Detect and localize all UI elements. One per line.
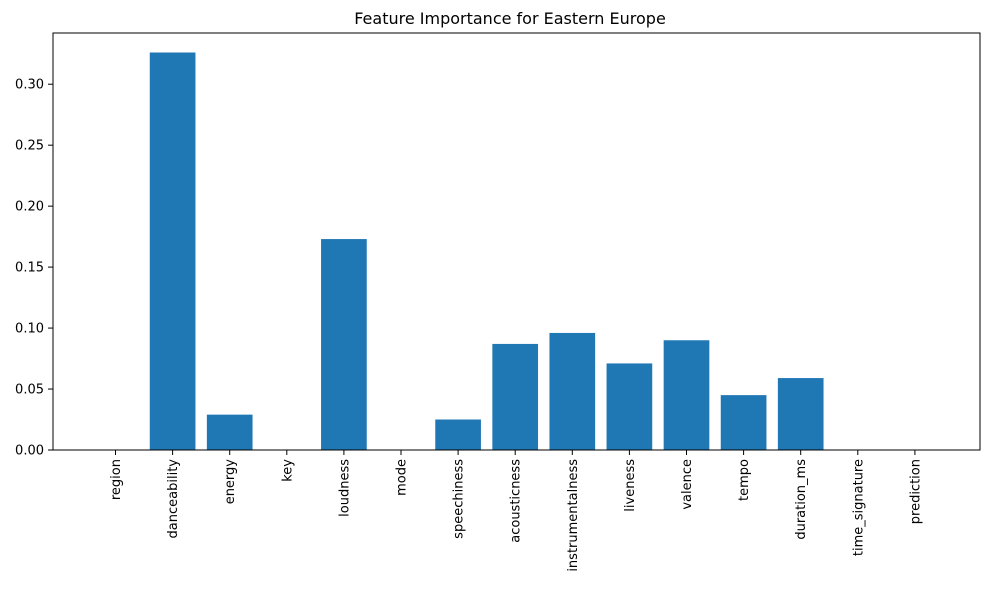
bar-duration_ms bbox=[777, 378, 824, 450]
x-tick-label-region: region bbox=[109, 459, 124, 500]
y-tick-label: 0.25 bbox=[15, 139, 44, 154]
y-axis: 0.00 0.05 0.10 0.15 0.20 0.25 0.30 bbox=[15, 78, 53, 459]
x-tick-label-key: key bbox=[280, 459, 295, 482]
bar-tempo bbox=[720, 395, 767, 450]
chart-title: Feature Importance for Eastern Europe bbox=[354, 9, 666, 28]
y-tick-label: 0.15 bbox=[15, 261, 44, 276]
x-tick-label-instrumentalness: instrumentalness bbox=[566, 459, 581, 572]
bar-instrumentalness bbox=[549, 332, 596, 450]
x-tick-label-duration_ms: duration_ms bbox=[794, 459, 809, 540]
bar-speechiness bbox=[435, 419, 481, 450]
y-tick-label: 0.10 bbox=[15, 322, 44, 337]
bar-valence bbox=[663, 340, 710, 450]
x-tick-label-tempo: tempo bbox=[737, 459, 752, 501]
y-tick-label: 0.30 bbox=[15, 78, 44, 93]
x-tick-label-time_signature: time_signature bbox=[851, 459, 866, 556]
x-tick-label-mode: mode bbox=[395, 459, 410, 496]
plot-frame bbox=[52, 32, 981, 451]
bars bbox=[149, 52, 824, 450]
bar-acousticness bbox=[492, 343, 539, 450]
bar-energy bbox=[206, 414, 253, 450]
y-tick-label: 0.00 bbox=[15, 444, 44, 459]
x-tick-label-prediction: prediction bbox=[908, 459, 923, 524]
x-tick-label-energy: energy bbox=[223, 459, 238, 505]
x-tick-label-acousticness: acousticness bbox=[509, 459, 524, 543]
x-tick-label-speechiness: speechiness bbox=[452, 459, 467, 539]
x-tick-label-loudness: loudness bbox=[337, 459, 352, 517]
x-axis: region danceability energy key loudness mode s… bbox=[109, 450, 923, 572]
bar-loudness bbox=[321, 239, 367, 450]
x-tick-label-danceability: danceability bbox=[166, 459, 181, 539]
y-tick-label: 0.05 bbox=[15, 383, 44, 398]
bar-danceability bbox=[149, 52, 196, 450]
x-tick-label-liveness: liveness bbox=[623, 459, 638, 512]
x-tick-label-valence: valence bbox=[680, 459, 695, 510]
bar-liveness bbox=[606, 363, 653, 450]
y-tick-label: 0.20 bbox=[15, 200, 44, 215]
